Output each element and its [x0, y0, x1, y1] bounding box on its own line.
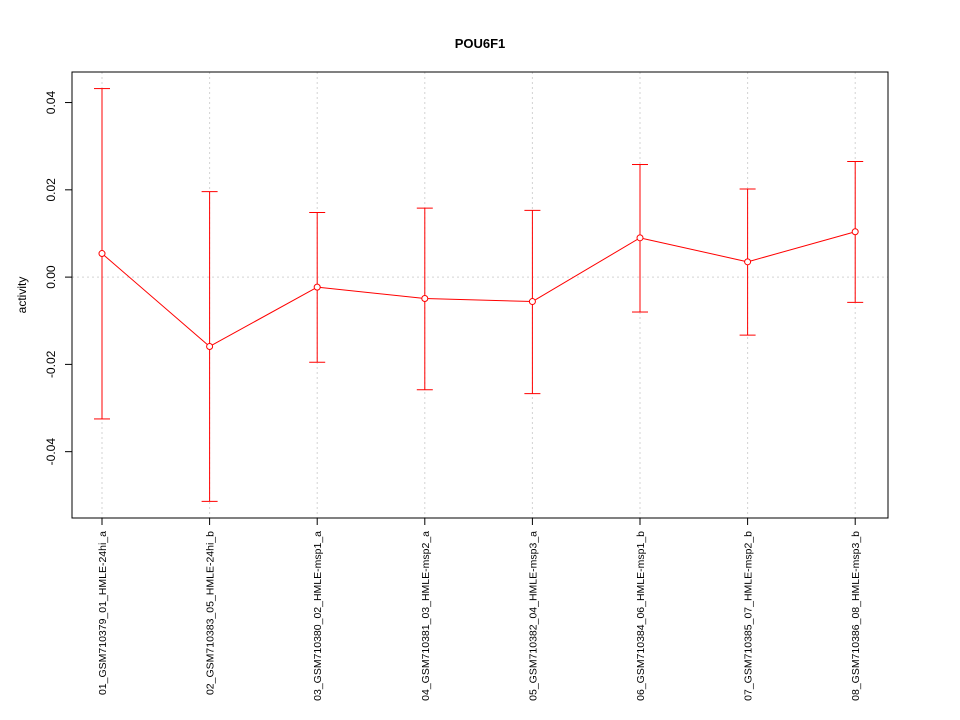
data-point [206, 342, 214, 350]
y-axis: -0.04 -0.02 0.00 0.02 0.04 [44, 91, 72, 466]
data-point [851, 228, 859, 236]
grid [72, 72, 888, 518]
series-segment [317, 286, 425, 299]
series-segment [101, 253, 210, 347]
y-tick-label: -0.02 [44, 350, 58, 378]
series-line [101, 231, 856, 347]
x-tick-label: 07_GSM710385_07_HMLE-msp2_b [743, 531, 755, 701]
y-tick-label: 0.04 [44, 91, 58, 115]
y-tick-label: 0.02 [44, 178, 58, 202]
data-point [421, 294, 429, 302]
x-tick-label: 04_GSM710381_03_HMLE-msp2_a [420, 531, 432, 701]
error-bars [94, 88, 864, 502]
data-point [636, 234, 644, 242]
y-tick-label: -0.04 [44, 438, 58, 466]
series-segment [209, 286, 318, 347]
x-tick-label: 05_GSM710382_04_HMLE-msp3_a [527, 531, 539, 701]
x-tick-label: 01_GSM710379_01_HMLE-24hi_a [97, 531, 109, 695]
data-point [98, 250, 106, 258]
data-points [98, 228, 859, 350]
y-tick-label: 0.00 [44, 265, 58, 289]
series-segment [747, 231, 856, 263]
x-tick-label: 08_GSM710386_08_HMLE-msp3_b [850, 531, 862, 701]
series-segment [532, 237, 641, 302]
data-point [313, 283, 321, 291]
data-point [528, 298, 536, 306]
y-axis-label: activity [15, 277, 29, 314]
x-tick-label: 06_GSM710384_06_HMLE-msp1_b [635, 531, 647, 701]
x-axis: 01_GSM710379_01_HMLE-24hi_a 02_GSM710383_… [97, 518, 862, 701]
x-tick-label: 02_GSM710383_05_HMLE-24hi_b [205, 531, 217, 695]
series-segment [639, 237, 748, 263]
series-segment [424, 297, 533, 303]
plot-frame [71, 71, 889, 519]
chart-title: POU6F1 [455, 36, 506, 51]
x-tick-label: 03_GSM710380_02_HMLE-msp1_a [312, 531, 324, 701]
data-point [744, 258, 752, 266]
